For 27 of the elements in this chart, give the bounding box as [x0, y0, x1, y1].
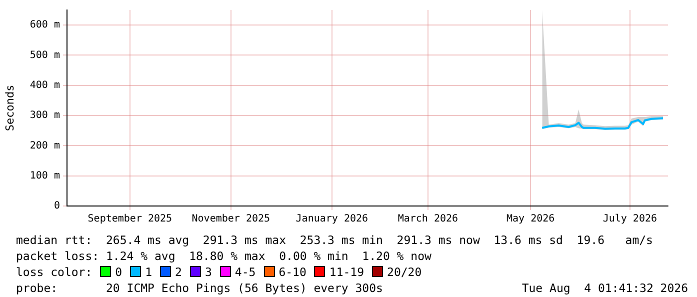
- y-tick-label: 400 m: [30, 80, 60, 91]
- x-tick-label: May 2026: [506, 214, 555, 225]
- text: 11-19: [329, 265, 364, 279]
- x-tick-label: March 2026: [398, 214, 458, 225]
- text: median rtt: 265.4 ms avg 291.3 ms max 253.3 ms min 291.3 ms now 13.6 ms sd 19.6 am/s: [16, 232, 654, 248]
- text: 4-5: [234, 265, 256, 279]
- x-tick-label: July 2026: [602, 214, 658, 225]
- text: packet loss: 1.24 % avg 18.80 % max 0.00 % min 1.20 % now: [16, 248, 432, 264]
- y-tick-label: 200 m: [30, 140, 60, 152]
- y-axis-title: Seconds: [3, 84, 16, 132]
- text: probe: 20 ICMP Echo Pings (56 Bytes) every 300s: [16, 281, 383, 295]
- y-tick-label: 100 m: [30, 170, 60, 182]
- y-tick-label: 600 m: [30, 20, 60, 31]
- x-tick-label: November 2025: [192, 214, 270, 225]
- x-tick-label: January 2026: [296, 214, 368, 225]
- y-tick-label: 0: [54, 200, 60, 212]
- y-tick-label: 300 m: [30, 110, 60, 122]
- text: 6-10: [278, 265, 306, 279]
- text: 0: [115, 265, 122, 279]
- y-tick-label: 500 m: [30, 50, 60, 61]
- text: 2: [175, 265, 182, 279]
- x-tick-label: September 2025: [88, 214, 172, 225]
- text: Tue Aug 4 01:41:32 2026: [522, 280, 688, 296]
- text: loss color:: [16, 265, 92, 279]
- text: 1: [145, 265, 152, 279]
- text: 20/20: [387, 265, 422, 279]
- text: 3: [204, 265, 212, 279]
